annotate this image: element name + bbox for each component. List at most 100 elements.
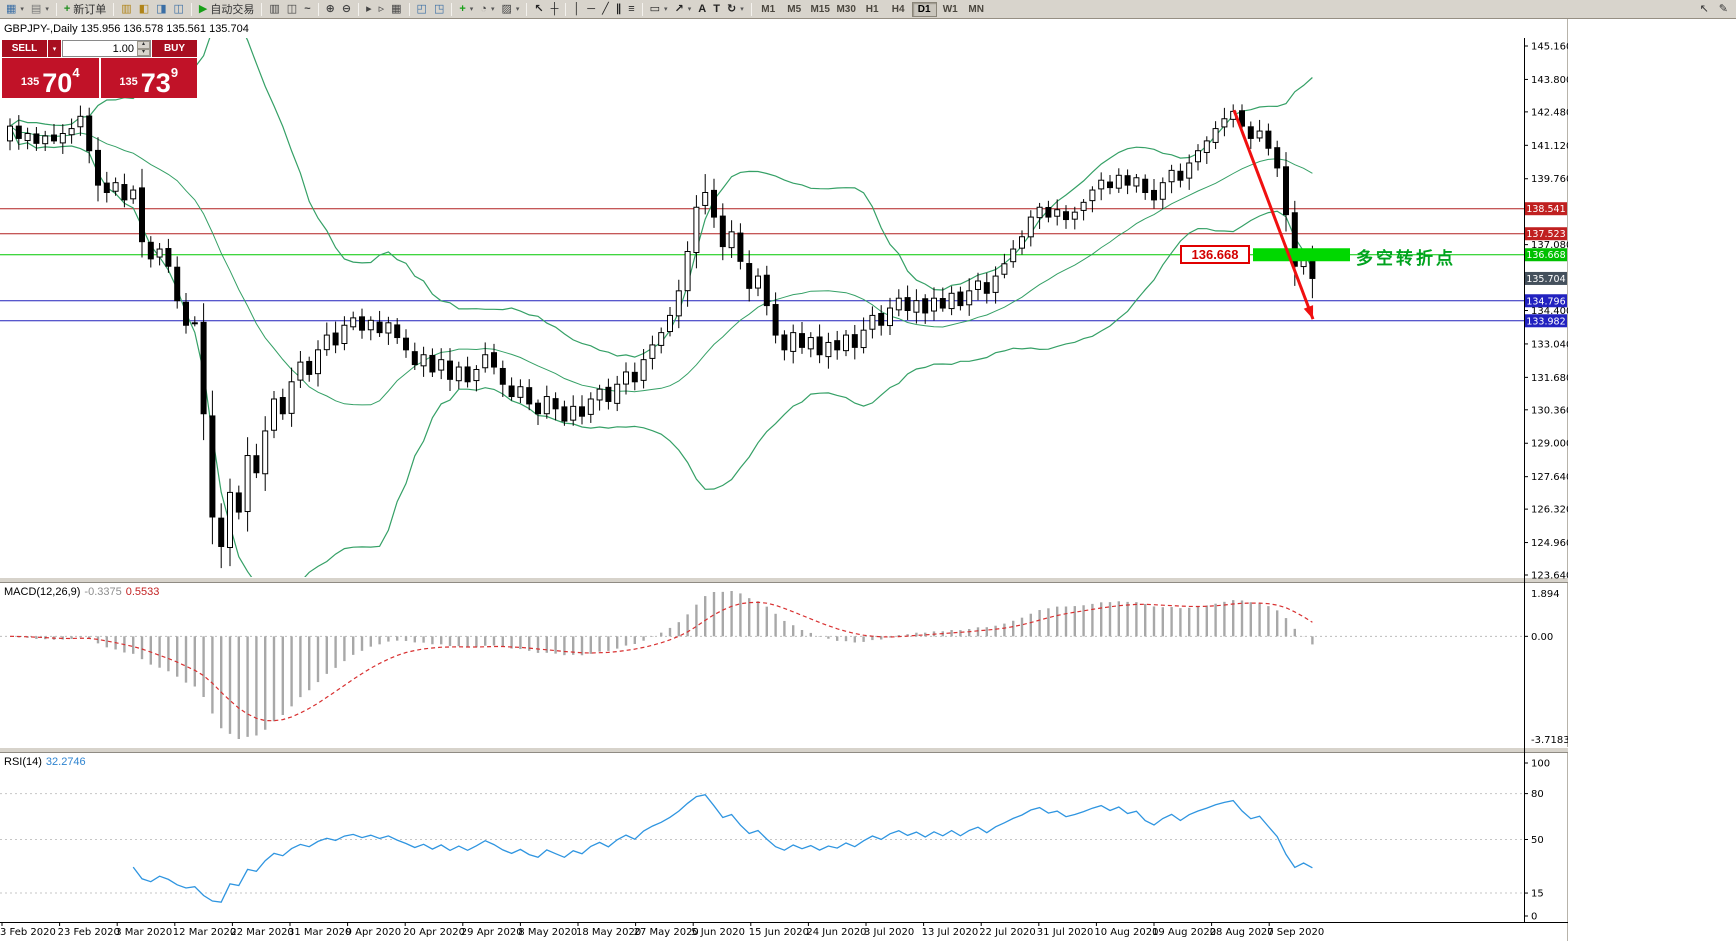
new-chart-button[interactable]: ▦ ▾ <box>3 1 27 17</box>
pane-splitter[interactable] <box>0 747 1568 753</box>
svg-text:12 Mar 2020: 12 Mar 2020 <box>173 927 236 938</box>
bar-chart-button[interactable]: ▥ <box>266 1 282 17</box>
volume-down-button[interactable]: ▾ <box>137 48 150 56</box>
price-axis[interactable]: 145.160 143.800 142.480 141.120 139.760 137.0… <box>1524 38 1568 923</box>
navigator-button[interactable]: ◨ <box>153 1 169 17</box>
indicators-button[interactable]: + ▾ <box>456 1 476 17</box>
svg-text:29 Apr 2020: 29 Apr 2020 <box>461 927 523 938</box>
buy-price-button[interactable]: 135 73 9 <box>100 58 197 98</box>
chart-shift-icon: ▹ <box>378 2 385 15</box>
candlestick-chart-button[interactable]: ◫ <box>284 1 300 17</box>
cursor-button[interactable]: ↖ <box>531 1 546 17</box>
svg-text:133.982: 133.982 <box>1526 316 1565 327</box>
new-chart-icon: ▦ <box>6 2 17 15</box>
workspace: 145.160 143.800 142.480 141.120 139.760 137.0… <box>0 19 1736 941</box>
chart-canvas[interactable]: 145.160 143.800 142.480 141.120 139.760 137.0… <box>0 19 1568 941</box>
timeframe-m15[interactable]: M15 <box>810 3 830 15</box>
svg-text:134.796: 134.796 <box>1526 296 1565 307</box>
chart-shift-button[interactable]: ▹ <box>376 1 388 17</box>
buy-price-figure: 135 <box>119 76 138 88</box>
trend-arrow[interactable] <box>1232 109 1315 320</box>
zoom-out-button[interactable]: ⊖ <box>339 1 354 17</box>
line-chart-button[interactable]: ~ <box>301 1 313 17</box>
profiles-button[interactable]: ▤ ▾ <box>28 1 52 17</box>
macd-main-value: -0.3375 <box>84 586 122 598</box>
one-click-top-row: SELL ▾ 1.00 ▴ ▾ BUY <box>2 40 197 57</box>
arrows-button[interactable]: ↗ ▾ <box>672 1 695 17</box>
timeframe-w1[interactable]: W1 <box>942 3 958 15</box>
volume-up-button[interactable]: ▴ <box>137 41 150 49</box>
timeframe-m1[interactable]: M1 <box>761 3 776 15</box>
svg-text:124.960: 124.960 <box>1531 538 1568 549</box>
horizontal-line-button[interactable]: ─ <box>584 1 598 17</box>
price-annotation-box[interactable]: 136.668 <box>1180 245 1250 264</box>
arrows-icon: ↗ <box>674 2 684 15</box>
auto-scroll-icon: ▸ <box>366 2 372 15</box>
data-window-icon: ◧ <box>138 2 150 15</box>
timeframe-m5[interactable]: M5 <box>787 3 802 15</box>
trendline-button[interactable]: ╱ <box>599 1 612 17</box>
svg-text:123.640: 123.640 <box>1531 571 1568 582</box>
pencil-tool-button[interactable]: ✎ <box>1716 1 1731 17</box>
auto-scroll-button[interactable]: ▸ <box>363 1 375 17</box>
grid-button[interactable]: ▦ <box>388 1 404 17</box>
text-label-button[interactable]: T <box>710 1 723 17</box>
timeframe-h4[interactable]: H4 <box>891 3 905 15</box>
zoom-in-button[interactable]: ⊕ <box>323 1 338 17</box>
svg-text:-3.7183: -3.7183 <box>1531 735 1568 746</box>
periods-icon: ◔ <box>480 2 487 15</box>
turning-point-note[interactable]: 多空转折点 <box>1356 249 1456 268</box>
svg-text:23 Feb 2020: 23 Feb 2020 <box>58 927 120 938</box>
cycles-button[interactable]: ↻ ▾ <box>724 1 747 17</box>
terminal-button[interactable]: ◫ <box>171 1 187 17</box>
crosshair-icon: ┼ <box>550 2 559 15</box>
market-watch-icon: ▥ <box>121 2 132 15</box>
tile-windows-button[interactable]: ◰ <box>414 1 430 17</box>
buy-button[interactable]: BUY <box>152 40 197 57</box>
sell-price-button[interactable]: 135 70 4 <box>2 58 99 98</box>
indicators-icon: + <box>459 2 466 15</box>
sell-button[interactable]: SELL <box>2 40 47 57</box>
chart-window[interactable]: 145.160 143.800 142.480 141.120 139.760 137.0… <box>0 19 1568 941</box>
periods-button[interactable]: ◔ ▾ <box>477 1 497 17</box>
svg-text:50: 50 <box>1531 835 1544 846</box>
channel-button[interactable]: ∥ <box>613 1 625 17</box>
templates-button[interactable]: ▨ ▾ <box>498 1 522 17</box>
chevron-down-icon: ▾ <box>664 6 668 13</box>
vertical-line-button[interactable]: │ <box>570 1 583 17</box>
price-pane[interactable] <box>0 19 1524 593</box>
timeframe-d1[interactable]: D1 <box>911 1 937 17</box>
svg-text:127.640: 127.640 <box>1531 472 1568 483</box>
text-button[interactable]: A <box>695 1 709 17</box>
crosshair-button[interactable]: ┼ <box>548 1 562 17</box>
macd-pane[interactable] <box>0 591 1524 739</box>
volume-field[interactable]: 1.00 ▴ ▾ <box>62 40 151 57</box>
rsi-title-text: RSI(14) <box>4 756 42 768</box>
svg-text:136.668: 136.668 <box>1526 250 1565 261</box>
svg-text:80: 80 <box>1531 789 1544 800</box>
market-watch-button[interactable]: ▥ <box>118 1 134 17</box>
data-window-button[interactable]: ◧ <box>136 1 152 17</box>
timeframe-m30[interactable]: M30 <box>836 3 856 15</box>
svg-text:142.480: 142.480 <box>1531 107 1568 118</box>
rsi-pane[interactable] <box>0 793 1524 903</box>
timeframe-h1[interactable]: H1 <box>865 3 879 15</box>
timeframe-mn[interactable]: MN <box>968 3 984 15</box>
chart-title: GBPJPY-,Daily 135.956 136.578 135.561 13… <box>4 23 249 35</box>
one-click-price-row: 135 70 4 135 73 9 <box>2 58 197 98</box>
svg-text:137.523: 137.523 <box>1526 229 1565 240</box>
pointer-tool-button[interactable]: ↖ <box>1697 1 1712 17</box>
autotrading-button[interactable]: ▶ 自动交易 <box>196 1 257 17</box>
line-chart-icon: ~ <box>304 2 311 15</box>
volume-dropdown-button[interactable]: ▾ <box>48 40 61 57</box>
autotrading-icon: ▶ <box>198 2 208 15</box>
shapes-button[interactable]: ▭ ▾ <box>647 1 671 17</box>
svg-text:13 Jul 2020: 13 Jul 2020 <box>922 927 979 938</box>
pane-splitter[interactable] <box>0 577 1568 583</box>
fibonacci-button[interactable]: ≡ <box>625 1 637 17</box>
cascade-windows-button[interactable]: ◳ <box>431 1 447 17</box>
volume-value[interactable]: 1.00 <box>112 43 134 55</box>
new-order-button[interactable]: + 新订单 <box>61 1 109 17</box>
turning-point-band[interactable] <box>1253 248 1350 262</box>
